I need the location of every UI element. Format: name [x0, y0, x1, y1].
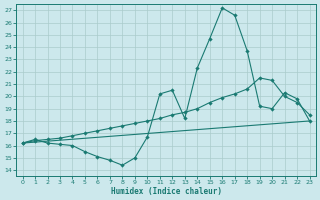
X-axis label: Humidex (Indice chaleur): Humidex (Indice chaleur) — [111, 187, 221, 196]
